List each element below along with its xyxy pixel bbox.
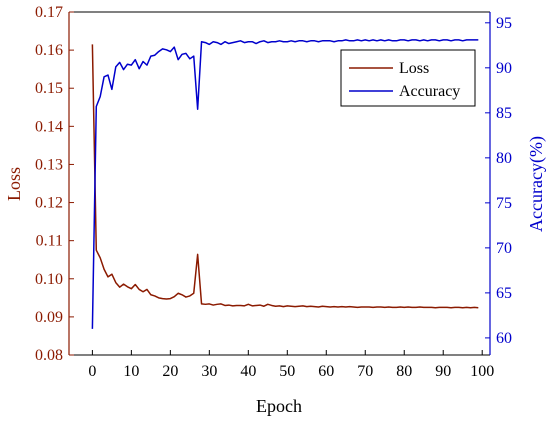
series-line-accuracy xyxy=(91,39,479,329)
left-tick-label: 0.15 xyxy=(35,80,63,97)
plot-frame-layer xyxy=(68,11,491,356)
x-tick-label: 70 xyxy=(357,363,373,380)
series-line-loss xyxy=(91,44,479,309)
x-tick-label: 20 xyxy=(162,363,178,380)
x-tick-label: 0 xyxy=(88,363,96,380)
right-tick-label: 75 xyxy=(496,195,512,212)
right-tick-label: 90 xyxy=(496,60,512,77)
left-tick-label: 0.12 xyxy=(35,195,63,212)
x-tick-label: 30 xyxy=(201,363,217,380)
left-tick-label: 0.17 xyxy=(35,4,63,21)
legend-loss-label: Loss xyxy=(399,60,429,77)
x-tick-label: 40 xyxy=(240,363,256,380)
left-tick-label: 0.16 xyxy=(35,42,63,59)
series-layer xyxy=(91,39,479,329)
x-axis-ticks: 0 10 20 30 40 50 60 70 80 90 100 xyxy=(88,350,494,380)
legend-box xyxy=(340,49,476,107)
right-tick-label: 65 xyxy=(496,285,512,302)
x-axis-title: Epoch xyxy=(256,396,302,416)
x-tick-label: 80 xyxy=(396,363,412,380)
right-tick-label: 80 xyxy=(496,150,512,167)
right-tick-label: 70 xyxy=(496,240,512,257)
right-tick-label: 60 xyxy=(496,330,512,347)
right-tick-label: 85 xyxy=(496,105,512,122)
x-tick-label: 60 xyxy=(318,363,334,380)
left-tick-label: 0.14 xyxy=(35,118,63,135)
x-tick-label: 10 xyxy=(123,363,139,380)
left-axis-ticks: 0.08 0.09 0.10 0.11 0.12 0.13 0.14 0.15 0.16 0.17 xyxy=(35,4,74,364)
left-tick-label: 0.09 xyxy=(35,309,63,326)
legend: Loss Accuracy xyxy=(340,49,476,107)
right-axis-title: Accuracy(%) xyxy=(526,136,547,232)
left-tick-label: 0.13 xyxy=(35,156,63,173)
right-tick-label: 95 xyxy=(496,15,512,32)
right-axis-ticks: 60 65 70 75 80 85 90 95 xyxy=(485,15,512,347)
legend-accuracy-label: Accuracy xyxy=(399,83,460,100)
left-axis-title: Loss xyxy=(4,167,24,201)
x-tick-label: 50 xyxy=(279,363,295,380)
left-tick-label: 0.08 xyxy=(35,347,63,364)
left-tick-label: 0.11 xyxy=(36,233,63,250)
x-tick-label: 90 xyxy=(435,363,451,380)
x-tick-label: 100 xyxy=(470,363,494,380)
left-tick-label: 0.10 xyxy=(35,271,63,288)
